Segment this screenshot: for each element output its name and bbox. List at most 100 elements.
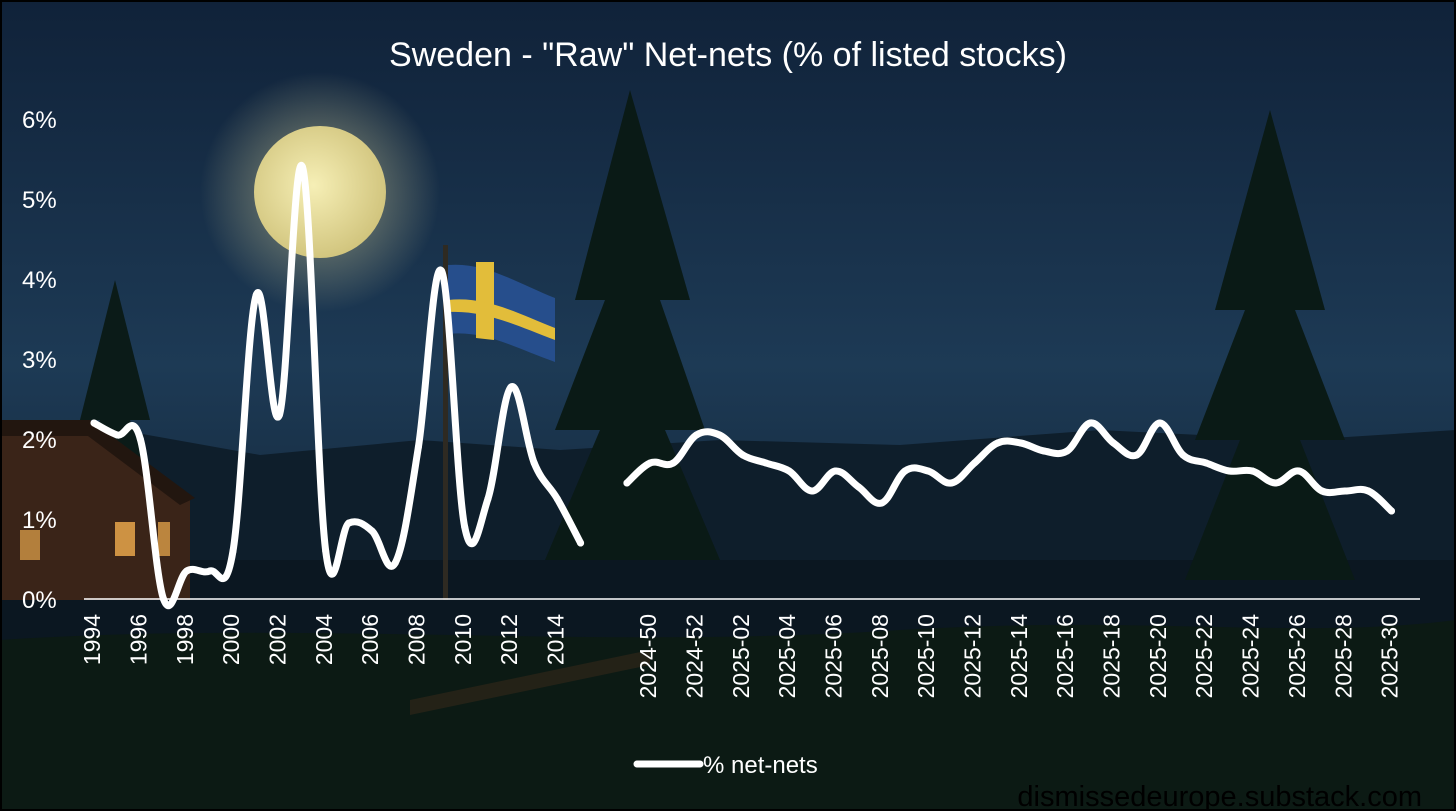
y-tick-label: 2% bbox=[22, 427, 57, 454]
chart-title: Sweden - "Raw" Net-nets (% of listed sto… bbox=[389, 36, 1067, 74]
x-tick-label: 2025-20 bbox=[1145, 614, 1171, 698]
data-point bbox=[855, 483, 863, 491]
data-point bbox=[1318, 487, 1326, 495]
x-tick-label: 1994 bbox=[79, 614, 105, 665]
data-point bbox=[206, 567, 214, 575]
x-tick-label: 2008 bbox=[403, 614, 429, 665]
data-point bbox=[438, 267, 446, 275]
x-tick-label: 2025-28 bbox=[1330, 614, 1356, 698]
x-tick-label: 2014 bbox=[542, 614, 568, 665]
x-tick-label: 2000 bbox=[218, 614, 244, 665]
data-point bbox=[1133, 451, 1141, 459]
tree-silhouette bbox=[545, 90, 720, 560]
data-point bbox=[646, 459, 654, 467]
x-tick-label: 2004 bbox=[311, 614, 337, 665]
data-point bbox=[484, 495, 492, 503]
x-tick-label: 1996 bbox=[125, 614, 151, 665]
x-tick-label: 2025-04 bbox=[774, 614, 800, 699]
x-tick-label: 2025-14 bbox=[1006, 614, 1032, 699]
data-point bbox=[831, 467, 839, 475]
data-point bbox=[461, 523, 469, 531]
x-tick-label: 2025-06 bbox=[821, 614, 847, 698]
data-point bbox=[229, 547, 237, 555]
data-point bbox=[1388, 507, 1396, 515]
data-point bbox=[970, 459, 978, 467]
x-tick-label: 2010 bbox=[450, 614, 476, 665]
x-tick-label: 2025-12 bbox=[960, 614, 986, 698]
x-tick-label: 2025-30 bbox=[1377, 614, 1403, 698]
data-point bbox=[113, 431, 121, 439]
y-tick-label: 5% bbox=[22, 187, 57, 214]
data-point bbox=[553, 495, 561, 503]
data-point bbox=[1364, 487, 1372, 495]
data-point bbox=[1086, 419, 1094, 427]
x-tick-label: 2025-24 bbox=[1238, 614, 1264, 699]
legend-label: % net-nets bbox=[703, 752, 818, 779]
data-point bbox=[901, 467, 909, 475]
data-point bbox=[391, 559, 399, 567]
moon-illustration bbox=[254, 126, 386, 258]
data-point bbox=[878, 499, 886, 507]
data-point bbox=[1109, 439, 1117, 447]
data-point bbox=[716, 431, 724, 439]
data-point bbox=[1040, 447, 1048, 455]
y-tick-label: 4% bbox=[22, 267, 57, 294]
data-point bbox=[762, 459, 770, 467]
x-tick-label: 2025-10 bbox=[913, 614, 939, 698]
x-tick-label: 1998 bbox=[172, 614, 198, 665]
data-point bbox=[994, 439, 1002, 447]
data-point bbox=[1225, 467, 1233, 475]
data-point bbox=[623, 479, 631, 487]
data-point bbox=[414, 443, 422, 451]
data-point bbox=[1202, 459, 1210, 467]
data-point bbox=[1179, 451, 1187, 459]
data-point bbox=[669, 459, 677, 467]
data-point bbox=[1017, 439, 1025, 447]
data-point bbox=[160, 595, 168, 603]
y-tick-label: 3% bbox=[22, 347, 57, 374]
data-point bbox=[530, 459, 538, 467]
data-point bbox=[368, 527, 376, 535]
data-point bbox=[299, 163, 307, 171]
data-point bbox=[90, 419, 98, 427]
data-point bbox=[577, 539, 585, 547]
x-tick-label: 2012 bbox=[496, 614, 522, 665]
y-tick-label: 1% bbox=[22, 507, 57, 534]
data-point bbox=[322, 547, 330, 555]
data-point bbox=[1272, 479, 1280, 487]
data-point bbox=[692, 431, 700, 439]
data-point bbox=[345, 519, 353, 527]
x-tick-label: 2024-50 bbox=[635, 614, 661, 698]
x-tick-label: 2025-16 bbox=[1052, 614, 1078, 698]
data-point bbox=[136, 435, 144, 443]
data-point bbox=[183, 567, 191, 575]
data-point bbox=[1295, 467, 1303, 475]
data-point bbox=[1249, 467, 1256, 475]
x-tick-label: 2024-52 bbox=[681, 614, 707, 698]
data-point bbox=[1063, 447, 1071, 455]
tree-silhouette bbox=[1185, 110, 1355, 580]
data-point bbox=[507, 383, 515, 391]
x-tick-label: 2006 bbox=[357, 614, 383, 665]
data-point bbox=[947, 479, 955, 487]
y-tick-label: 6% bbox=[22, 107, 57, 134]
data-point bbox=[808, 487, 816, 495]
data-point bbox=[1156, 419, 1164, 427]
x-tick-label: 2025-02 bbox=[728, 614, 754, 698]
x-tick-label: 2025-26 bbox=[1284, 614, 1310, 698]
data-point bbox=[275, 411, 283, 419]
x-tick-label: 2025-18 bbox=[1099, 614, 1125, 698]
data-point bbox=[739, 451, 747, 459]
data-point bbox=[252, 291, 260, 299]
x-tick-label: 2025-22 bbox=[1191, 614, 1217, 698]
data-point bbox=[785, 467, 793, 475]
source-watermark: dismissedeurope.substack.com bbox=[1017, 781, 1422, 811]
data-point bbox=[924, 467, 932, 475]
x-tick-label: 2002 bbox=[264, 614, 290, 665]
y-tick-label: 0% bbox=[22, 587, 57, 614]
data-point bbox=[1341, 487, 1349, 495]
series-line bbox=[623, 419, 1395, 515]
x-tick-label: 2025-08 bbox=[867, 614, 893, 698]
